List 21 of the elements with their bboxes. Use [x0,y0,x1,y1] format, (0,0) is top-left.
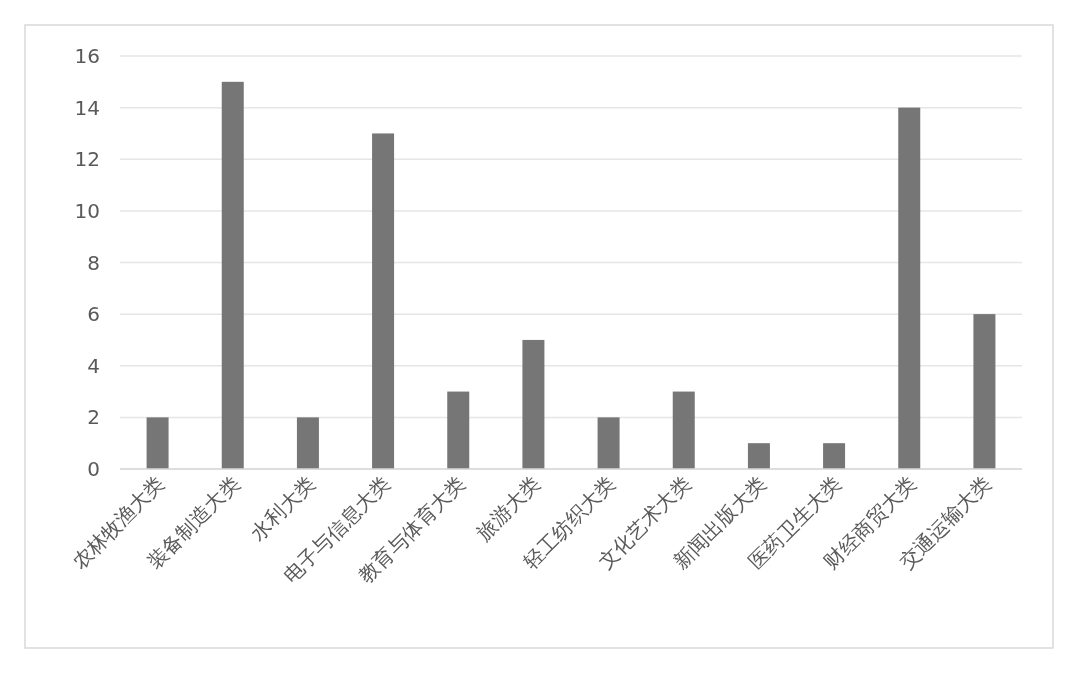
y-tick-label: 12 [74,147,100,172]
bar [296,417,319,469]
y-tick-label: 16 [74,44,100,68]
y-tick-label: 8 [87,250,100,275]
bar [522,339,545,469]
y-tick-label: 2 [87,405,100,430]
y-tick-label: 0 [87,457,100,481]
bar [672,391,695,469]
bar [221,81,244,469]
bar [747,443,770,469]
bar [973,314,996,469]
y-tick-label: 10 [74,198,100,223]
bar [597,417,620,469]
y-tick-label: 6 [87,302,100,327]
bar [898,107,921,469]
bar [372,133,395,469]
y-tick-label: 14 [74,95,100,120]
bar [146,417,169,469]
bar [447,391,470,469]
y-tick-label: 4 [87,353,100,378]
bar [823,443,846,469]
